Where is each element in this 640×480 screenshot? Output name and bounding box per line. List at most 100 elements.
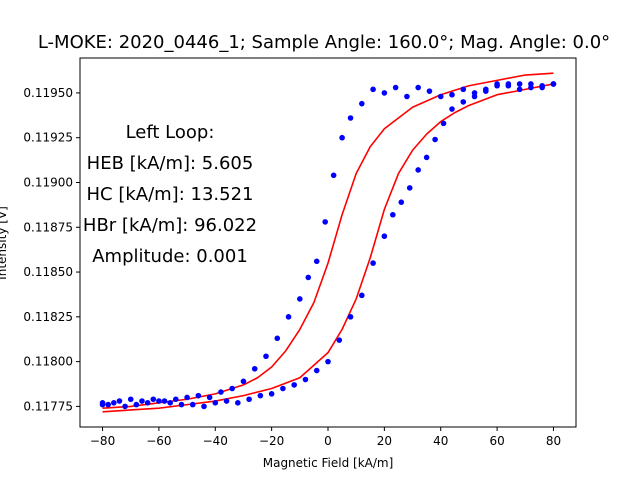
data-point <box>297 296 303 302</box>
data-point <box>359 292 365 299</box>
data-point <box>240 378 247 385</box>
data-point <box>392 84 399 91</box>
data-point <box>178 401 185 408</box>
data-point <box>122 403 128 410</box>
data-point <box>302 376 309 383</box>
data-point <box>116 398 123 404</box>
data-point <box>127 396 134 403</box>
x-tick-label: −20 <box>259 434 284 448</box>
data-point <box>257 392 264 399</box>
data-point <box>184 394 190 401</box>
data-point <box>313 258 320 265</box>
y-tick-label: 0.11950 <box>23 86 73 100</box>
data-point <box>313 367 320 374</box>
data-point <box>274 335 281 342</box>
data-point <box>105 401 111 408</box>
y-axis-label: Intensity [V] <box>0 206 9 280</box>
data-point <box>550 81 557 87</box>
data-point <box>423 154 430 161</box>
data-point <box>201 403 207 410</box>
fit-line-ascending <box>102 83 554 413</box>
data-point <box>347 115 354 121</box>
data-point <box>212 400 219 406</box>
data-point <box>195 392 202 399</box>
data-point <box>246 396 252 403</box>
x-tick-label: 20 <box>377 434 392 448</box>
x-tick-label: 0 <box>324 434 332 448</box>
data-point <box>370 86 376 93</box>
data-point <box>223 398 230 404</box>
data-point <box>528 84 534 91</box>
x-tick-label: −80 <box>90 434 115 448</box>
y-tick-label: 0.11925 <box>23 131 73 145</box>
data-point <box>381 233 388 240</box>
data-point <box>251 365 258 372</box>
data-point <box>189 401 196 408</box>
data-point <box>139 398 145 404</box>
annotation-line-3: HC [kA/m]: 13.521 <box>87 184 254 205</box>
data-point <box>415 167 421 173</box>
x-tick-label: −60 <box>146 434 171 448</box>
x-tick-label: −40 <box>203 434 228 448</box>
annotation-line-2: HEB [kA/m]: 5.605 <box>87 153 254 174</box>
data-point <box>516 81 523 87</box>
y-tick-label: 0.11775 <box>23 399 73 413</box>
annotation-line-4: HBr [kA/m]: 96.022 <box>83 215 257 236</box>
data-point <box>268 391 275 397</box>
data-point <box>330 172 337 179</box>
data-point <box>471 93 478 100</box>
data-point <box>516 86 523 93</box>
data-point <box>449 91 455 98</box>
x-tick-label: 80 <box>546 434 561 448</box>
data-point <box>437 93 444 100</box>
data-point <box>347 314 354 320</box>
data-point <box>460 99 467 105</box>
data-point <box>218 389 224 395</box>
annotation-line-5: Amplitude: 0.001 <box>92 246 248 267</box>
data-point <box>449 106 455 112</box>
fit-lines <box>102 72 554 413</box>
data-point <box>460 86 467 93</box>
data-point <box>305 274 312 281</box>
data-point <box>398 199 405 205</box>
data-point <box>173 396 179 403</box>
data-point <box>156 398 162 404</box>
data-point <box>280 385 286 392</box>
data-point <box>359 100 365 107</box>
fit-line-descending <box>102 72 554 409</box>
y-tick-label: 0.11900 <box>23 175 73 189</box>
data-point <box>161 398 168 404</box>
loop-annotation: Left Loop: HEB [kA/m]: 5.605 HC [kA/m]: … <box>83 122 257 267</box>
data-point <box>381 90 388 96</box>
y-tick-label: 0.11875 <box>23 220 73 234</box>
data-point <box>539 82 545 89</box>
data-point <box>322 219 328 225</box>
data-point <box>111 400 117 406</box>
y-tick-label: 0.11800 <box>23 355 73 369</box>
data-point <box>325 358 331 365</box>
y-tick-label: 0.11825 <box>23 310 73 324</box>
data-point <box>229 385 235 392</box>
data-point <box>390 211 396 218</box>
data-point <box>144 400 151 406</box>
x-tick-label: 40 <box>433 434 448 448</box>
data-point <box>426 88 433 94</box>
data-point <box>167 400 173 406</box>
data-point <box>206 394 213 401</box>
data-point <box>432 136 438 143</box>
y-axis-ticks: 0.11775 0.11800 0.11825 0.11850 0.11875 0.119… <box>23 86 80 413</box>
data-point <box>99 401 106 408</box>
data-point <box>406 185 413 191</box>
data-point <box>494 82 500 89</box>
data-point <box>235 400 241 406</box>
x-tick-label: 60 <box>489 434 504 448</box>
data-point <box>440 120 447 127</box>
data-point <box>339 134 345 141</box>
data-point <box>291 382 297 388</box>
annotation-line-1: Left Loop: <box>126 122 215 143</box>
data-point <box>285 314 292 320</box>
data-point <box>505 81 512 87</box>
data-point <box>263 353 269 360</box>
data-point <box>415 84 421 91</box>
x-axis-ticks: −80 −60 −40 −20 0 20 40 60 80 <box>90 427 561 448</box>
